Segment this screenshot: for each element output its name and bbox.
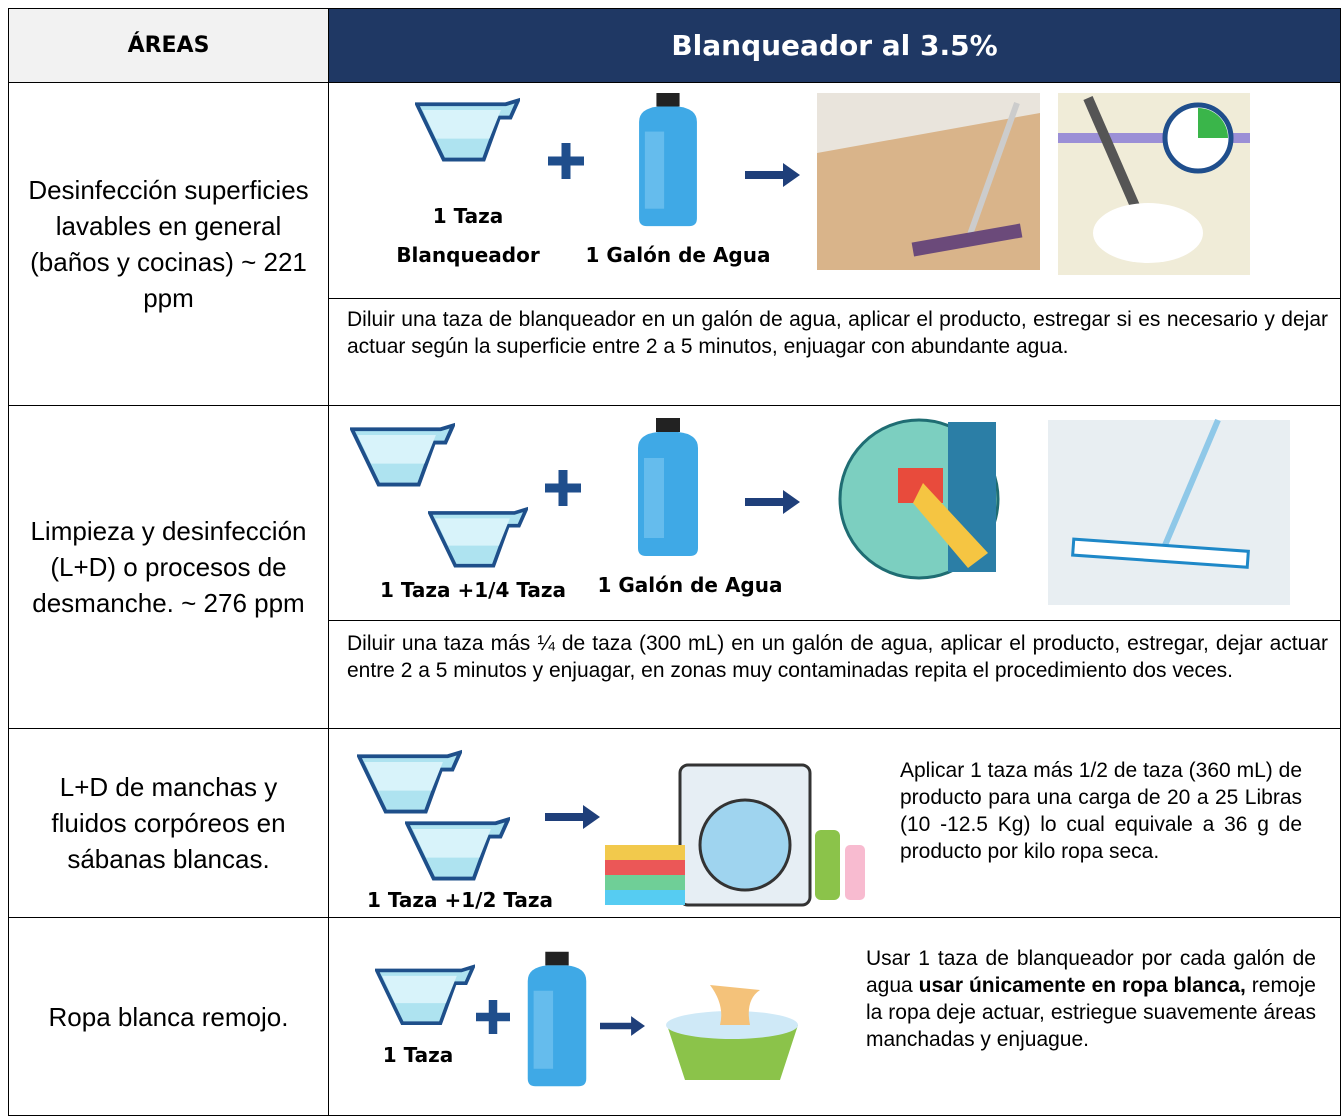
laundry-photo [605, 763, 865, 907]
image-label: Blanqueador [396, 243, 540, 267]
description: Diluir una taza más ¼ de taza (300 mL) e… [328, 620, 1341, 729]
description: Diluir una taza de blanqueador en un gal… [328, 298, 1341, 406]
description: Aplicar 1 taza más 1/2 de taza (360 mL) … [900, 759, 1302, 863]
basin-photo [666, 985, 798, 1080]
mop-photo [1058, 93, 1250, 275]
description-text: remoje la ropa deje actuar, estriegue su… [866, 974, 1316, 1051]
description-emphasis: usar únicamente en ropa blanca, [918, 974, 1246, 997]
image-label: 1 Taza +1/4 Taza [379, 578, 567, 602]
image-label: 1 Galón de Agua [597, 573, 783, 597]
plus-icon [476, 1000, 510, 1034]
flatmop-photo [1048, 418, 1290, 605]
cup-icon [350, 423, 455, 487]
description: Usar 1 taza de blanqueador por cada galó… [866, 945, 1316, 1053]
wall-photo [838, 418, 1000, 580]
cup-icon [357, 750, 462, 814]
image-label: 1 Taza [432, 204, 504, 228]
jug-icon [638, 418, 698, 556]
jug-icon [639, 93, 697, 227]
area-cell: Limpieza y desinfección (L+D) o procesos… [8, 405, 329, 729]
plus-icon [548, 143, 584, 179]
cup-icon [405, 817, 510, 881]
floor-photo [817, 93, 1040, 270]
area-cell: L+D de manchas y fluidos corpóreos en sá… [8, 728, 329, 918]
header-area: ÁREAS [8, 8, 329, 83]
cup-icon [375, 964, 475, 1026]
image-label: 1 Taza +1/2 Taza [366, 888, 554, 912]
plus-icon [545, 470, 581, 506]
arrow-icon [745, 490, 800, 514]
image-label: 1 Galón de Agua [585, 243, 771, 267]
area-cell: Ropa blanca remojo. [8, 917, 329, 1116]
arrow-icon [745, 163, 800, 187]
arrow-icon [545, 805, 600, 829]
description-text: Usar 1 taza de blanqueador por cada galó… [866, 947, 1316, 997]
header-title: Blanqueador al 3.5% [328, 8, 1341, 83]
cup-icon [415, 98, 520, 162]
area-cell: Desinfección superficies lavables en gen… [8, 82, 329, 406]
image-label: 1 Taza [382, 1043, 454, 1067]
cup-icon [428, 507, 528, 568]
arrow-icon [600, 1016, 645, 1036]
jug-icon [527, 951, 587, 1087]
